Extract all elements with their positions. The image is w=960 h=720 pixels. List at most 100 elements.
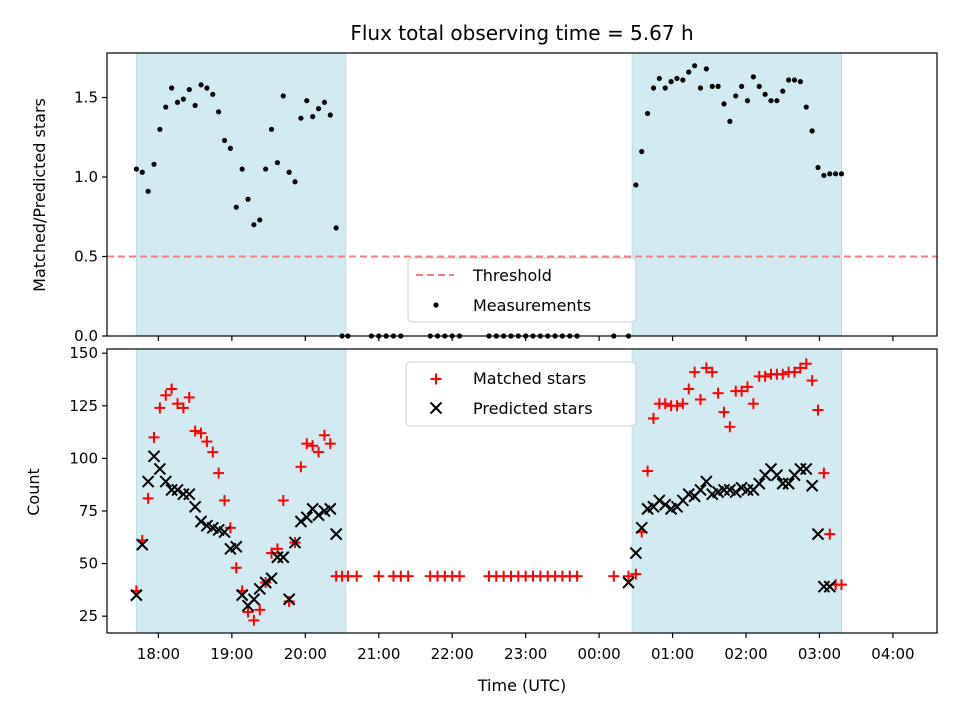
matched-star-point — [806, 375, 818, 387]
measurement-point — [739, 83, 745, 89]
matched-star-point — [812, 404, 824, 416]
measurement-points — [133, 63, 845, 339]
predicted-star-point — [183, 487, 196, 501]
measurement-point — [198, 82, 204, 88]
count-x-axis-label: Time (UTC) — [477, 676, 566, 695]
predicted-star-point — [235, 588, 249, 602]
ratio-y-tick-label: 0.5 — [74, 248, 98, 266]
measurement-point — [797, 79, 803, 85]
measurement-point — [703, 66, 709, 72]
predicted-star-point — [312, 508, 325, 522]
matched-star-point — [671, 400, 683, 412]
count-x-tick-label: 22:00 — [431, 645, 474, 663]
matched-star-point — [694, 393, 706, 405]
measurement-point — [227, 145, 233, 151]
measurement-point — [239, 166, 245, 172]
ratio-panel: 0.0 0.5 1.0 1.5 Flux total observing time =… — [30, 21, 938, 345]
count-x-tick-label: 03:00 — [798, 645, 841, 663]
measurement-point — [139, 169, 145, 175]
predicted-star-point — [805, 479, 819, 492]
measurement-point — [298, 115, 304, 121]
count-y-tick-label: 25 — [79, 607, 98, 625]
count-x-tick-label: 18:00 — [137, 645, 180, 663]
measurement-point — [756, 83, 762, 89]
measurement-point — [286, 169, 292, 175]
predicted-star-point — [729, 485, 742, 499]
measurement-point — [268, 126, 275, 132]
predicted-star-point — [282, 593, 296, 606]
measurement-point — [786, 77, 792, 83]
predicted-star-point — [171, 483, 184, 497]
matched-star-point — [195, 427, 207, 439]
matched-star-point — [794, 362, 806, 374]
predicted-star-point — [741, 483, 754, 497]
count-x-tick-label: 21:00 — [357, 645, 400, 663]
matched-star-point — [818, 467, 830, 479]
ratio-y-axis-ticks: 0.0 0.5 1.0 1.5 — [74, 89, 107, 345]
count-x-tick-label: 00:00 — [578, 645, 621, 663]
matched-star-point — [301, 438, 313, 450]
matched-star-point — [219, 494, 231, 506]
measurement-point — [650, 85, 657, 91]
legend-measurements-label: Measurements — [473, 296, 591, 315]
matched-star-point — [623, 570, 635, 582]
predicted-star-point — [271, 551, 284, 564]
predicted-star-point — [288, 536, 302, 549]
legend-predicted-swatch — [429, 401, 443, 415]
measurement-point — [257, 217, 263, 223]
predicted-star-point — [188, 500, 202, 513]
matched-star-point — [213, 467, 225, 479]
measurement-point — [221, 137, 228, 144]
measurement-point — [692, 63, 698, 69]
matched-star-point — [683, 383, 695, 395]
predicted-star-point — [794, 462, 807, 476]
measurement-point — [645, 110, 651, 117]
measurement-point — [821, 172, 827, 179]
matched-star-point — [689, 366, 701, 378]
count-y-tick-label: 75 — [79, 502, 98, 520]
matched-star-point — [177, 402, 189, 414]
measurement-point — [733, 93, 739, 99]
predicted-star-point — [811, 527, 825, 541]
matched-star-point — [295, 461, 307, 473]
count-x-tick-label: 01:00 — [651, 645, 694, 663]
predicted-star-point — [165, 483, 178, 497]
count-x-tick-label: 23:00 — [504, 645, 547, 663]
matched-star-point — [642, 465, 654, 477]
matched-star-point — [789, 366, 801, 378]
matched-star-point — [647, 412, 659, 424]
count-y-axis-label: Count — [24, 468, 43, 516]
measurement-point — [251, 222, 257, 228]
predicted-star-point — [622, 576, 635, 589]
measurement-point — [662, 85, 668, 91]
predicted-star-point — [629, 546, 643, 560]
matched-star-point — [700, 362, 712, 374]
measurement-point — [727, 118, 733, 124]
predicted-star-point — [717, 483, 731, 497]
matched-star-point — [718, 406, 730, 418]
matched-star-point — [571, 570, 583, 582]
predicted-star-point — [277, 551, 290, 564]
predicted-star-point — [324, 502, 337, 516]
matched-star-point — [148, 431, 160, 443]
matched-star-point — [373, 570, 385, 582]
matched-star-point — [154, 402, 166, 414]
measurement-point — [768, 98, 774, 104]
measurement-point — [245, 196, 251, 202]
chart-title: Flux total observing time = 5.67 h — [350, 21, 693, 45]
predicted-star-point — [700, 475, 713, 488]
legend-predicted-marker — [429, 401, 443, 415]
ratio-y-axis-label: Matched/Predicted stars — [30, 98, 49, 292]
predicted-stars-points — [130, 450, 836, 612]
matched-star-point — [630, 568, 642, 580]
count-x-tick-label: 04:00 — [871, 645, 914, 663]
predicted-star-point — [817, 580, 831, 593]
measurement-point — [263, 166, 269, 172]
measurement-point — [809, 128, 815, 134]
count-x-tick-label: 19:00 — [210, 645, 253, 663]
ratio-panel-frame — [106, 52, 938, 337]
legend-measurements-swatch — [433, 302, 439, 308]
measurement-point — [315, 106, 322, 112]
count-shaded-interval — [135, 348, 347, 634]
matched-star-point — [313, 446, 325, 458]
